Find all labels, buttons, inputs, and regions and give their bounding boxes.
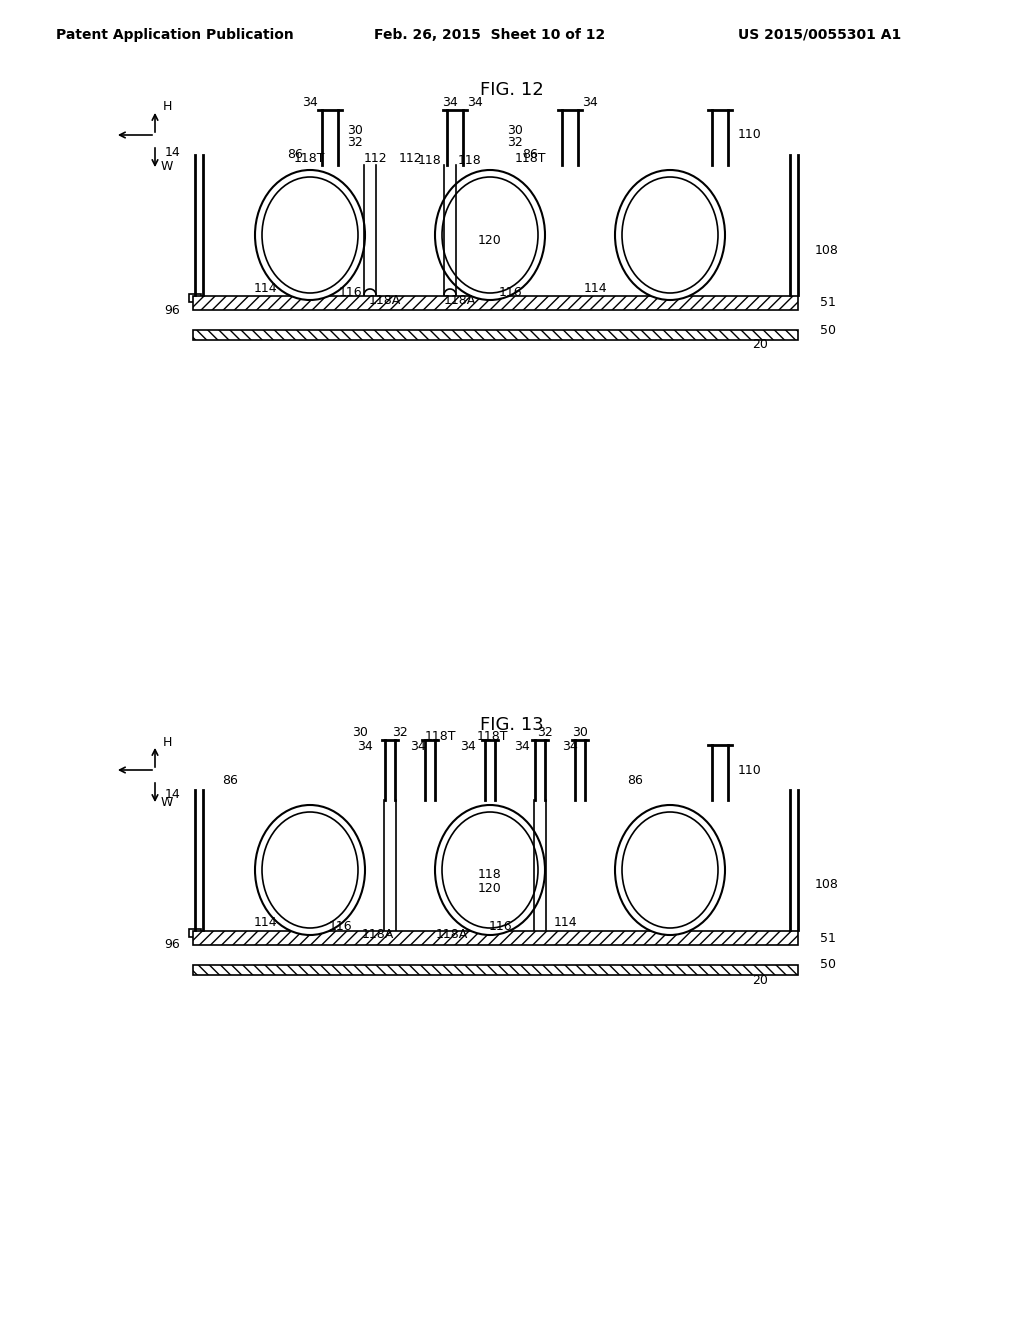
Ellipse shape <box>615 170 725 300</box>
Text: 112: 112 <box>398 152 422 165</box>
Text: 32: 32 <box>538 726 553 739</box>
Text: W: W <box>161 796 173 808</box>
Text: 120: 120 <box>478 234 502 247</box>
Text: 34: 34 <box>562 741 578 754</box>
Text: 118A: 118A <box>436 928 468 941</box>
Ellipse shape <box>255 805 365 935</box>
Text: 120: 120 <box>478 882 502 895</box>
Text: 32: 32 <box>347 136 362 149</box>
Text: 86: 86 <box>627 774 643 787</box>
Text: 86: 86 <box>222 774 238 787</box>
Bar <box>193 330 798 341</box>
Text: 86: 86 <box>522 149 538 161</box>
Text: 96: 96 <box>164 304 180 317</box>
Text: W: W <box>161 161 173 173</box>
Text: 34: 34 <box>302 95 317 108</box>
Text: FIG. 13: FIG. 13 <box>480 715 544 734</box>
Text: 14: 14 <box>164 788 180 801</box>
Text: 114: 114 <box>553 916 577 929</box>
Ellipse shape <box>615 805 725 935</box>
Text: 118: 118 <box>458 153 482 166</box>
Text: 118T: 118T <box>424 730 456 743</box>
Ellipse shape <box>442 177 538 293</box>
Bar <box>193 296 798 310</box>
Text: 118A: 118A <box>361 928 394 941</box>
Text: 20: 20 <box>752 338 768 351</box>
Text: 50: 50 <box>820 323 836 337</box>
Text: 116: 116 <box>499 285 522 298</box>
Text: 116: 116 <box>328 920 352 933</box>
Text: 34: 34 <box>460 741 476 754</box>
Bar <box>193 965 798 975</box>
Ellipse shape <box>622 812 718 928</box>
Ellipse shape <box>622 177 718 293</box>
Text: Patent Application Publication: Patent Application Publication <box>56 28 294 42</box>
Text: 30: 30 <box>347 124 362 136</box>
Text: Feb. 26, 2015  Sheet 10 of 12: Feb. 26, 2015 Sheet 10 of 12 <box>375 28 605 42</box>
Text: 32: 32 <box>507 136 523 149</box>
Text: 114: 114 <box>584 281 607 294</box>
Ellipse shape <box>262 812 358 928</box>
Text: 118A: 118A <box>369 293 401 306</box>
Text: 86: 86 <box>287 149 303 161</box>
Text: 34: 34 <box>357 741 373 754</box>
Text: 118A: 118A <box>443 293 476 306</box>
Text: 118T: 118T <box>514 152 546 165</box>
Text: 34: 34 <box>582 95 598 108</box>
Text: 34: 34 <box>514 741 529 754</box>
Text: 110: 110 <box>738 128 762 141</box>
Ellipse shape <box>435 805 545 935</box>
Text: 114: 114 <box>253 916 276 929</box>
Text: 118T: 118T <box>294 152 325 165</box>
Text: 116: 116 <box>338 285 361 298</box>
Ellipse shape <box>435 170 545 300</box>
Text: 116: 116 <box>488 920 512 933</box>
Ellipse shape <box>262 177 358 293</box>
Text: 30: 30 <box>507 124 523 136</box>
Text: US 2015/0055301 A1: US 2015/0055301 A1 <box>738 28 901 42</box>
Ellipse shape <box>255 170 365 300</box>
Text: 30: 30 <box>572 726 588 739</box>
Text: 110: 110 <box>738 763 762 776</box>
Text: 32: 32 <box>392 726 408 739</box>
Text: 118: 118 <box>418 153 442 166</box>
Text: 34: 34 <box>442 95 458 108</box>
Text: 114: 114 <box>253 281 276 294</box>
Text: 20: 20 <box>752 974 768 986</box>
Text: 118: 118 <box>478 869 502 882</box>
Text: 50: 50 <box>820 958 836 972</box>
Text: 51: 51 <box>820 297 836 309</box>
Text: FIG. 12: FIG. 12 <box>480 81 544 99</box>
Text: 108: 108 <box>815 243 839 256</box>
Bar <box>193 931 798 945</box>
Text: 34: 34 <box>467 95 483 108</box>
Text: 51: 51 <box>820 932 836 945</box>
Bar <box>189 929 201 937</box>
Text: 34: 34 <box>411 741 426 754</box>
Ellipse shape <box>442 812 538 928</box>
Bar <box>189 294 201 302</box>
Text: 108: 108 <box>815 879 839 891</box>
Text: 112: 112 <box>364 152 387 165</box>
Text: 30: 30 <box>352 726 368 739</box>
Text: 118T: 118T <box>476 730 508 743</box>
Text: 96: 96 <box>164 939 180 952</box>
Text: H: H <box>163 735 172 748</box>
Text: H: H <box>163 100 172 114</box>
Text: 14: 14 <box>164 145 180 158</box>
